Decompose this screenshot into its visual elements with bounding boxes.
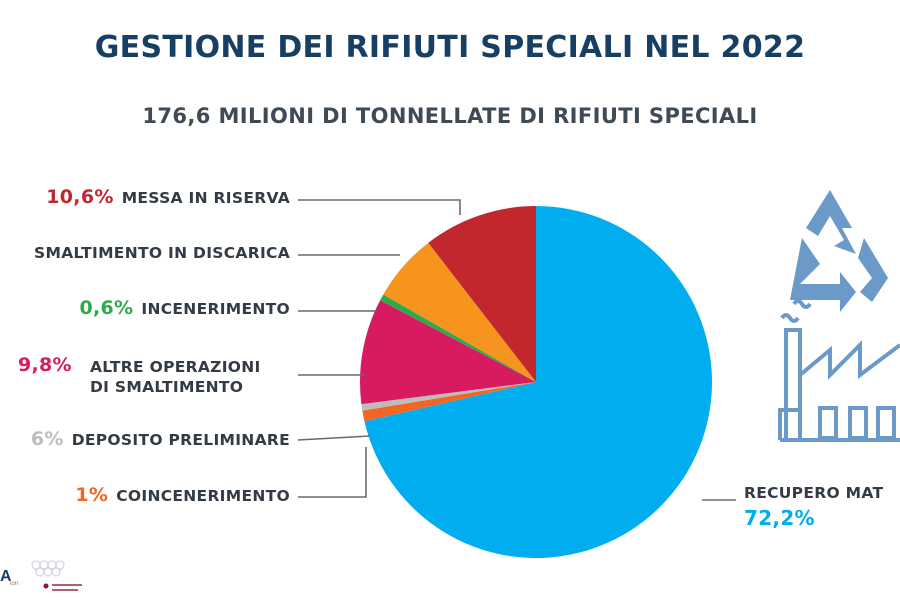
pie-slices [360,206,713,559]
pct-messa-in-riserva: 10,6% [46,186,114,208]
label-deposito-preliminare: 6% DEPOSITO PRELIMINARE [31,428,290,450]
label-recupero: RECUPERO MAT 72,2% [744,484,883,530]
text-messa-in-riserva: MESSA IN RISERVA [121,189,290,207]
leader-lines [297,199,736,501]
pct-altre-operazioni: 9,8% [18,354,72,376]
text-di-smaltimento: DI SMALTIMENTO [90,378,244,396]
leader-coincenerimento [298,447,367,498]
recycle-icon [790,190,888,312]
label-messa-in-riserva: 10,6% MESSA IN RISERVA [46,186,290,208]
pct-recupero: 72,2% [744,506,815,530]
text-recupero: RECUPERO MAT [744,484,884,502]
label-smaltimento-discarica: SMALTIMENTO IN DISCARICA [34,244,290,262]
pie-slice-recupero-mat [364,206,713,559]
label-altre-operazioni: 9,8% ALTRE OPERAZIONI DI SMALTIMENTO [18,352,290,400]
pct-incenerimento: 0,6% [79,297,134,319]
chart-title: GESTIONE DEI RIFIUTI SPECIALI NEL 2022 [94,30,806,65]
text-incenerimento: INCENERIMENTO [141,300,290,318]
text-deposito-preliminare: DEPOSITO PRELIMINARE [71,431,290,449]
svg-text:ion: ion [10,581,18,587]
pie-slice-incenerimento [380,294,536,382]
logo: A ion [0,560,82,591]
text-smaltimento-discarica: SMALTIMENTO IN DISCARICA [34,244,290,262]
pct-coincenerimento: 1% [75,484,109,506]
leader-deposito [297,435,371,441]
pie-slice-coincenerimento [362,382,536,422]
pie-slice-messa-in-riserva [428,206,536,382]
chart-subtitle: 176,6 MILIONI DI TONNELLATE DI RIFIUTI S… [142,104,758,128]
text-coincenerimento: COINCENERIMENTO [116,487,290,505]
text-altre-operazioni: ALTRE OPERAZIONI [90,358,261,376]
label-incenerimento: 0,6% INCENERIMENTO [79,297,290,319]
leader-messa-riserva [298,199,461,215]
illustration [760,180,900,455]
pie-slice-smaltimento-in-discarica [383,242,536,382]
pie-slice-altre-operazioni-di-smaltimento [360,300,536,405]
pie-slice-deposito-preliminare [361,382,536,411]
pct-deposito-preliminare: 6% [30,428,64,450]
svg-text:A: A [0,568,12,585]
factory-icon [778,299,900,442]
label-coincenerimento: 1% COINCENERIMENTO [75,484,290,506]
